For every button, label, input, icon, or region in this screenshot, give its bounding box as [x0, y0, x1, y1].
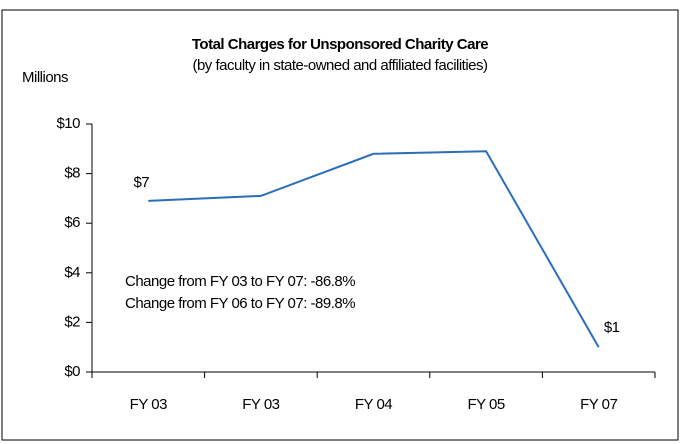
- y-tick-label: $8: [64, 165, 80, 182]
- chart-title: Total Charges for Unsponsored Charity Ca…: [192, 36, 488, 53]
- data-label: $7: [133, 174, 149, 191]
- x-tick-label: FY 07: [580, 396, 617, 413]
- y-tick-label: $4: [64, 264, 80, 281]
- data-line: [148, 150, 600, 348]
- annotation: Change from FY 03 to FY 07: -86.8%: [125, 273, 355, 290]
- x-tick-label: FY 03: [242, 396, 279, 413]
- y-tick-label: $0: [64, 363, 80, 380]
- y-tick-label: $2: [64, 313, 80, 330]
- annotation: Change from FY 06 to FY 07: -89.8%: [125, 295, 355, 312]
- y-axis-label: Millions: [22, 69, 68, 86]
- chart-border: [1, 9, 679, 441]
- data-label: $1: [604, 319, 620, 336]
- y-tick-label: $10: [56, 115, 80, 132]
- y-tick-label: $6: [64, 214, 80, 231]
- x-tick-label: FY 05: [467, 396, 504, 413]
- chart-subtitle: (by faculty in state-owned and affiliate…: [192, 57, 488, 74]
- x-tick-label: FY 03: [130, 396, 167, 413]
- x-tick-label: FY 04: [355, 396, 392, 413]
